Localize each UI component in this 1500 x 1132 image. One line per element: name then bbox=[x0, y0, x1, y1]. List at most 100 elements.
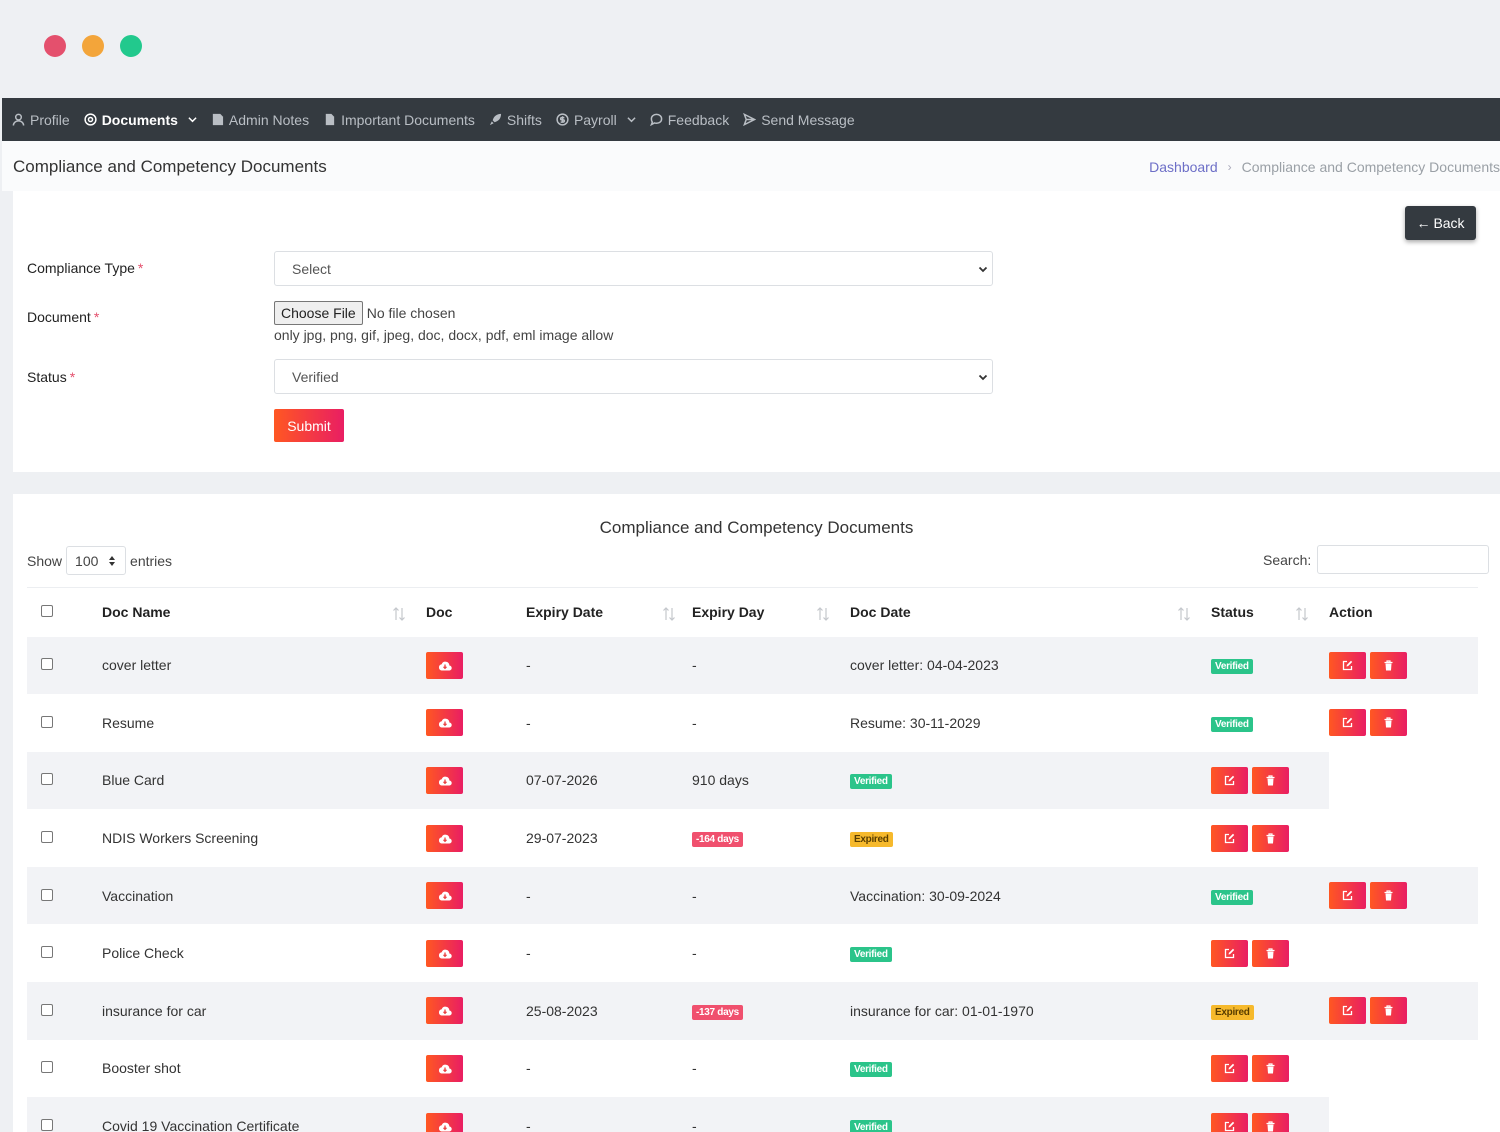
download-button[interactable] bbox=[426, 882, 463, 910]
sort-icon bbox=[817, 607, 829, 621]
expiry-day-cell: -164 days bbox=[692, 809, 850, 867]
status-cell: Verified bbox=[1211, 694, 1329, 752]
trash-icon bbox=[1384, 717, 1393, 728]
table-row: Police Check - - Verified bbox=[27, 924, 1478, 982]
delete-button[interactable] bbox=[1370, 709, 1407, 737]
edit-icon bbox=[1342, 660, 1353, 670]
delete-button[interactable] bbox=[1252, 1054, 1289, 1082]
status-cell: Verified bbox=[850, 1040, 1211, 1098]
sort-icon bbox=[1296, 607, 1308, 621]
breadcrumb-separator: › bbox=[1227, 160, 1232, 174]
status-header[interactable]: Status bbox=[1211, 587, 1329, 637]
table-search: Search: bbox=[1263, 545, 1490, 574]
doc-date-header[interactable]: Doc Date bbox=[850, 587, 1211, 637]
nav-item-profile[interactable]: Profile bbox=[12, 112, 70, 128]
expiry-date-header[interactable]: Expiry Date bbox=[526, 587, 692, 637]
download-button[interactable] bbox=[426, 651, 463, 679]
nav-item-label: Important Documents bbox=[341, 111, 475, 128]
nav-item-admin-notes[interactable]: Admin Notes bbox=[211, 112, 309, 128]
doc-name-cell: Vaccination bbox=[102, 887, 174, 904]
download-button[interactable] bbox=[426, 1112, 463, 1132]
download-button[interactable] bbox=[426, 709, 463, 737]
delete-button[interactable] bbox=[1252, 766, 1289, 794]
doc-name-cell: Police Check bbox=[102, 945, 184, 962]
select-all-checkbox[interactable] bbox=[41, 605, 53, 618]
doc-name-cell: NDIS Workers Screening bbox=[102, 830, 259, 847]
delete-button[interactable] bbox=[1252, 1112, 1289, 1132]
doc-name-cell: Booster shot bbox=[102, 1060, 181, 1077]
nav-item-documents[interactable]: Documents bbox=[84, 112, 197, 128]
expiry-day-cell: -137 days bbox=[692, 982, 850, 1040]
minimize-window-button[interactable] bbox=[82, 35, 104, 57]
row-checkbox[interactable] bbox=[41, 773, 53, 786]
edit-icon bbox=[1224, 833, 1235, 843]
submit-button[interactable]: Submit bbox=[274, 409, 344, 442]
cloud-download-icon bbox=[438, 1064, 452, 1074]
download-button[interactable] bbox=[426, 939, 463, 967]
nav-item-label: Feedback bbox=[667, 111, 730, 128]
delete-button[interactable] bbox=[1370, 997, 1407, 1025]
delete-button[interactable] bbox=[1252, 824, 1289, 852]
nav-item-important-documents[interactable]: Important Documents bbox=[323, 112, 475, 128]
edit-button[interactable] bbox=[1329, 709, 1366, 737]
nav-item-shifts[interactable]: Shifts bbox=[489, 112, 542, 128]
chevron-down-icon bbox=[188, 117, 197, 123]
download-button[interactable] bbox=[426, 824, 463, 852]
row-checkbox[interactable] bbox=[41, 946, 53, 959]
edit-button[interactable] bbox=[1211, 1054, 1248, 1082]
row-checkbox[interactable] bbox=[41, 715, 53, 728]
doc-cell bbox=[426, 1097, 526, 1132]
edit-button[interactable] bbox=[1211, 1112, 1248, 1132]
trash-icon bbox=[1266, 832, 1275, 844]
cloud-download-icon bbox=[438, 661, 452, 671]
edit-button[interactable] bbox=[1329, 651, 1366, 679]
nav-item-label: Send Message bbox=[761, 111, 855, 128]
edit-button[interactable] bbox=[1211, 939, 1248, 967]
expiry-day-text: - bbox=[692, 714, 697, 731]
edit-button[interactable] bbox=[1329, 997, 1366, 1025]
breadcrumb-dashboard-link[interactable]: Dashboard bbox=[1149, 159, 1218, 175]
download-button[interactable] bbox=[426, 766, 463, 794]
row-checkbox[interactable] bbox=[41, 1119, 53, 1132]
status-badge: Verified bbox=[1211, 659, 1253, 675]
status-badge: Expired bbox=[1211, 1004, 1254, 1020]
row-actions bbox=[1211, 766, 1329, 794]
table-header-row: Doc Name Doc Expiry Date Expiry Day Doc … bbox=[27, 587, 1478, 637]
nav-item-feedback[interactable]: Feedback bbox=[649, 111, 730, 128]
cloud-download-icon bbox=[438, 891, 452, 901]
nav-item-payroll[interactable]: Payroll bbox=[556, 112, 636, 128]
back-button[interactable]: ← Back bbox=[1405, 206, 1476, 240]
edit-button[interactable] bbox=[1211, 766, 1248, 794]
search-input[interactable] bbox=[1317, 545, 1490, 574]
user-icon bbox=[12, 113, 25, 126]
download-button[interactable] bbox=[426, 997, 463, 1025]
row-select-cell bbox=[27, 752, 102, 810]
expiry-day-header[interactable]: Expiry Day bbox=[692, 587, 850, 637]
cloud-download-icon bbox=[438, 776, 452, 786]
row-checkbox[interactable] bbox=[41, 1003, 53, 1016]
expiry-day-cell: 910 days bbox=[692, 752, 850, 810]
action-cell bbox=[1211, 1097, 1329, 1132]
status-select[interactable]: Verified bbox=[274, 359, 993, 394]
delete-button[interactable] bbox=[1370, 882, 1407, 910]
edit-button[interactable] bbox=[1211, 824, 1248, 852]
delete-button[interactable] bbox=[1252, 939, 1289, 967]
nav-item-send-message[interactable]: Send Message bbox=[743, 111, 855, 128]
compliance-type-select[interactable]: Select bbox=[274, 251, 993, 286]
entries-select[interactable]: 100 bbox=[66, 546, 127, 575]
maximize-window-button[interactable] bbox=[120, 35, 142, 57]
row-checkbox[interactable] bbox=[41, 888, 53, 901]
close-window-button[interactable] bbox=[44, 35, 66, 57]
choose-file-button[interactable]: Choose File bbox=[274, 301, 363, 325]
action-cell bbox=[1329, 867, 1478, 925]
action-cell bbox=[1329, 637, 1478, 695]
row-actions bbox=[1329, 882, 1478, 910]
row-checkbox[interactable] bbox=[41, 658, 53, 671]
edit-button[interactable] bbox=[1329, 882, 1366, 910]
row-checkbox[interactable] bbox=[41, 1061, 53, 1074]
download-button[interactable] bbox=[426, 1054, 463, 1082]
delete-button[interactable] bbox=[1370, 651, 1407, 679]
row-checkbox[interactable] bbox=[41, 831, 53, 844]
select-all-header bbox=[27, 587, 102, 637]
doc-name-header[interactable]: Doc Name bbox=[102, 587, 426, 637]
